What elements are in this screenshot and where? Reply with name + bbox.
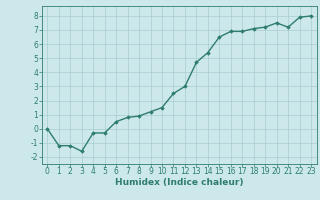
X-axis label: Humidex (Indice chaleur): Humidex (Indice chaleur) xyxy=(115,178,244,187)
